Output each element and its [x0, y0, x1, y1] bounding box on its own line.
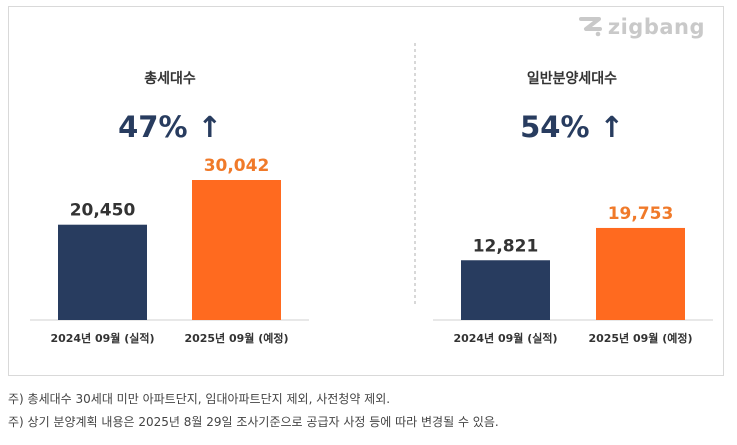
category-label: 2025년 09월 (예정) [184, 331, 288, 345]
chart-card: zigbang 총세대수 47% ↑ 20,450 2024년 09월 (실적) 30,… [8, 6, 724, 376]
panel-title: 일반분양세대수 [527, 70, 617, 87]
bar [192, 180, 281, 320]
data-label: 20,450 [70, 201, 136, 221]
data-label: 12,821 [473, 236, 539, 256]
data-label: 30,042 [204, 156, 270, 176]
logo-text: zigbang [607, 15, 705, 39]
footnote-1: 주) 총세대수 30세대 미만 아파트단지, 임대아파트단지 제외, 사전청약 … [8, 392, 391, 406]
bar-charts: 총세대수 47% ↑ 20,450 2024년 09월 (실적) 30,042 2025년… [30, 43, 713, 345]
category-label: 2024년 09월 (실적) [50, 331, 154, 345]
bar [596, 227, 685, 320]
bar [58, 224, 147, 320]
change-label: 54% ↑ [520, 110, 624, 144]
footnote-2: 주) 상기 분양계획 내용은 2025년 8월 29일 조사기준으로 공급자 사… [8, 415, 499, 429]
zigbang-logo: zigbang [578, 15, 705, 39]
panel-title: 총세대수 [144, 71, 196, 87]
category-label: 2025년 09월 (예정) [588, 331, 692, 345]
bar [461, 260, 550, 320]
data-label: 19,753 [608, 204, 674, 224]
zigbang-z-icon [578, 17, 602, 37]
footnotes: 주) 총세대수 30세대 미만 아파트단지, 임대아파트단지 제외, 사전청약 … [8, 388, 499, 434]
category-label: 2024년 09월 (실적) [453, 331, 557, 345]
change-label: 47% ↑ [118, 110, 222, 144]
